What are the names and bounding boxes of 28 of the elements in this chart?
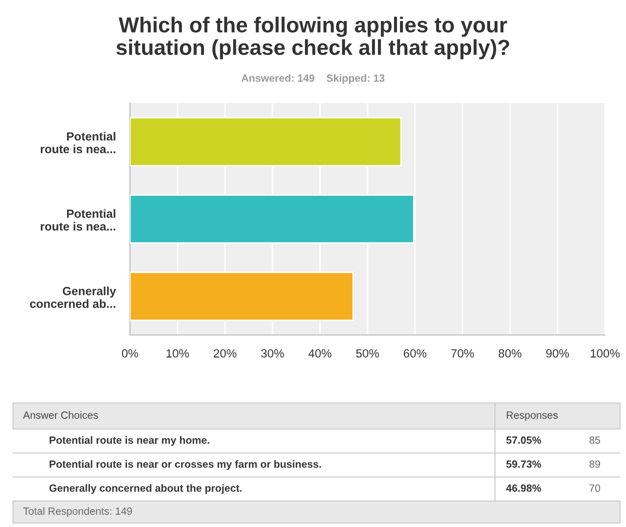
x-tick-label: 100% — [590, 349, 620, 358]
x-tick-label: 80% — [498, 349, 522, 358]
x-tick-label: 30% — [261, 349, 284, 358]
x-tick-label: 20% — [214, 349, 236, 358]
text: 57.05% — [506, 436, 542, 444]
text: Responses — [506, 412, 558, 421]
text: 70 — [590, 484, 600, 492]
text: 46.98% — [506, 484, 542, 492]
text: Total Respondents: 149 — [23, 507, 132, 517]
x-tick-label: 40% — [308, 349, 332, 358]
text: 85 — [589, 436, 600, 444]
text: Potential route is near or crosses my farm or business. — [50, 460, 321, 470]
chart-subtitle: Answered: 149 Skipped: 13 — [241, 74, 384, 84]
text: Generally concerned about the project. — [49, 484, 242, 494]
x-tick-label: 70% — [451, 349, 474, 358]
x-tick-label: 0% — [122, 349, 138, 358]
y-tick-label: Potential route is nea... — [40, 132, 116, 154]
chart-title: Which of the following applies to your situation (please check all that apply)? — [116, 16, 510, 60]
text: Potential route is near my home. — [50, 436, 210, 446]
text: Answer Choices — [23, 411, 98, 419]
x-tick-label: 50% — [356, 349, 379, 358]
text: 59.73% — [506, 460, 542, 468]
y-tick-label: Generally concerned ab... — [30, 286, 116, 308]
x-tick-label: 90% — [546, 349, 569, 358]
text: 89 — [589, 460, 600, 468]
y-tick-label: Potential route is nea... — [40, 209, 116, 231]
x-tick-label: 10% — [166, 349, 189, 358]
x-tick-label: 60% — [404, 349, 426, 358]
